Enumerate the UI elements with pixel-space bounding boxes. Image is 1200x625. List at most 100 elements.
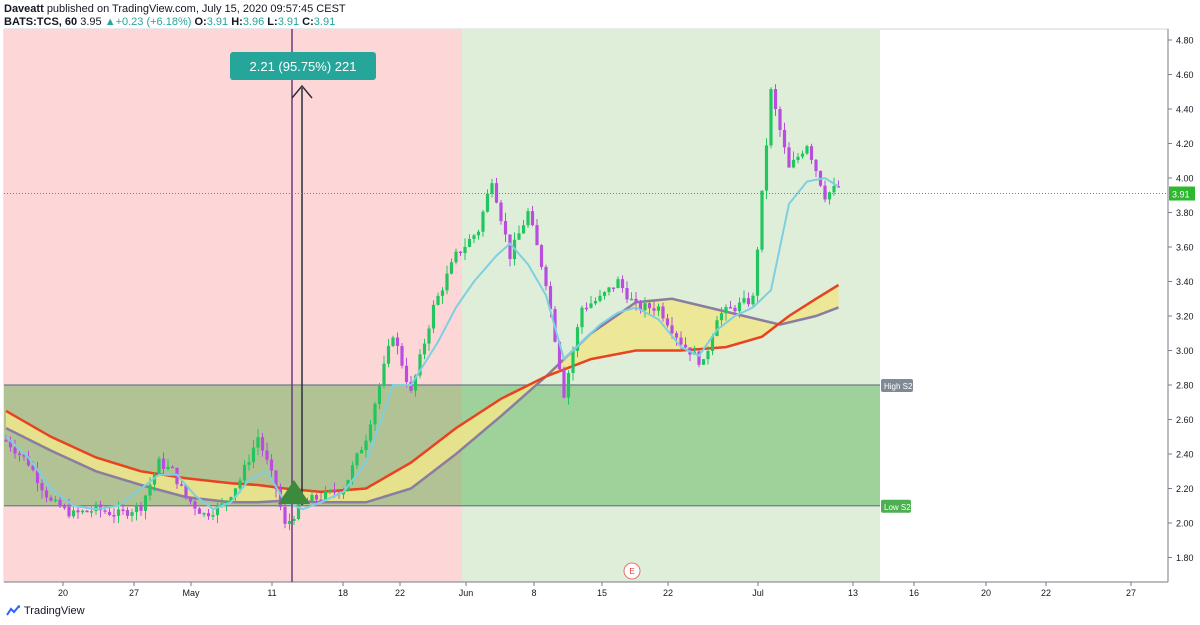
publisher-name: Daveatt [4,3,44,15]
candle-down [121,509,125,512]
measure-label-text: 2.21 (95.75%) 221 [250,59,357,74]
candle-up [355,453,359,466]
candle-up [130,512,134,516]
high-s2-label: High S2 [884,382,913,391]
candle-down [647,303,652,309]
candle-down [683,344,688,348]
earnings-marker-icon [623,562,641,580]
candle-up [368,424,373,441]
buy-signal-triangle-icon [278,480,310,504]
up-triangle-icon: ▲ [104,16,116,28]
publish-info: Daveatt published on TradingView.com, Ju… [4,3,346,15]
candle-down [625,288,629,300]
ma-band [6,285,839,503]
candle-up [157,458,161,474]
candle-up [481,211,485,232]
candle-up [755,249,760,296]
symbol-label[interactable]: BATS:TCS, 60 [4,16,78,28]
candle-up [166,466,170,470]
candle-up [463,246,467,254]
tradingview-logo-icon [6,605,20,616]
candle-down [494,183,499,203]
candle-down [260,437,265,451]
candle-up [436,295,440,305]
candle-up [710,336,715,352]
candle-up [467,238,472,247]
candle-down [76,510,80,513]
candle-down [697,351,701,365]
candle-down [787,147,791,168]
candle-up [751,295,755,305]
x-tick-label: 18 [338,588,348,598]
candle-down [332,490,337,493]
candle-up [116,509,121,516]
candle-down [269,459,274,471]
symbol-legend: BATS:TCS, 60 3.95 ▲+0.23 (+6.18%) O:3.91… [4,16,335,28]
candle-down [22,454,26,457]
close-label: C: [302,16,314,28]
candle-down [652,308,656,311]
low-value: 3.91 [277,16,300,28]
candle-down [85,510,89,513]
candle-down [62,506,67,509]
candle-up [211,515,215,517]
y-tick-label: 4.20 [1176,139,1194,149]
candle-up [220,503,224,506]
candle-down [562,369,566,398]
candle-up [800,153,805,157]
candle-up [148,484,152,496]
candle-up [742,298,746,303]
candle-down [206,513,211,517]
candle-down [17,453,22,456]
candle-up [373,403,377,425]
candle-down [8,440,13,448]
low-label: L: [267,16,278,28]
candle-up [571,350,575,373]
candle-down [661,306,665,319]
candle-up [643,303,647,311]
candle-up [485,193,490,212]
candle-down [539,245,544,267]
candle-up [364,440,368,450]
price-chart[interactable]: 4.80 4.60 4.40 4.20 4.00 3.80 3.60 3.40 3.20 3.00… [0,0,1200,605]
candle-up [526,211,530,226]
candle-down [503,221,508,235]
high-value: 3.96 [242,16,265,28]
last-value: 3.95 [80,16,102,28]
candle-down [634,298,638,303]
y-tick-label: 2.20 [1176,484,1194,494]
candle-up [602,292,607,296]
candle-up [292,519,296,521]
candle-up [359,449,364,454]
x-tick-label: 22 [1041,588,1051,598]
candle-up [89,511,94,513]
x-tick-label: 22 [395,588,405,598]
candle-down [26,456,31,466]
x-tick-label: May [182,588,200,598]
candle-up [350,465,355,480]
candle-up [796,156,800,160]
candle-down [458,251,463,254]
candle-down [184,485,188,498]
candle-up [517,233,521,240]
y-tick-label: 1.80 [1176,553,1194,563]
candle-up [737,302,742,312]
candle-up [224,500,229,504]
fast-ma-line [5,176,840,511]
candle-up [440,290,445,296]
last-price-text: 3.91 [1172,190,1190,200]
candle-up [490,183,494,194]
candle-down [170,466,175,469]
candle-down [620,279,625,289]
candle-up [215,505,220,516]
candle-down [35,469,40,484]
candle-down [197,508,202,514]
candle-up [391,337,395,346]
candle-up [706,351,710,360]
x-tick-label: 20 [58,588,68,598]
candle-up [764,145,769,191]
footer-brand[interactable]: TradingView [6,605,85,617]
candle-down [4,440,8,442]
candle-up [238,480,242,489]
candle-down [44,490,49,498]
